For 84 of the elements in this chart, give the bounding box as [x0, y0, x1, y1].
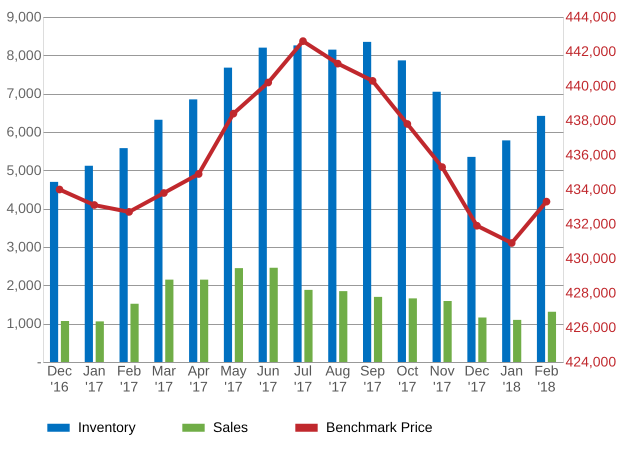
- bar: [536, 116, 546, 362]
- bar: [120, 148, 128, 362]
- y-tick-label: 9,000: [6, 8, 42, 24]
- bar: [548, 312, 556, 362]
- y2-tick-label: 428,000: [566, 284, 616, 300]
- y2-tick-label: 426,000: [566, 319, 616, 335]
- bar: [154, 120, 163, 362]
- x-tick-label: Mar '17: [152, 362, 176, 394]
- point: [264, 78, 272, 86]
- bar: [328, 50, 336, 362]
- bar: [398, 60, 406, 362]
- point: [368, 76, 376, 85]
- bar: [502, 140, 510, 362]
- point: [125, 208, 133, 216]
- bar: [96, 321, 104, 362]
- y2-tick-label: 444,000: [566, 8, 616, 24]
- y-tick-label: 8,000: [6, 46, 42, 63]
- y2-tick-label: 432,000: [566, 216, 616, 232]
- bar: [234, 268, 243, 362]
- y-tick-label: 4,000: [6, 200, 42, 216]
- x-tick-label: Apr '17: [188, 362, 210, 394]
- y2-tick-label: 442,000: [566, 43, 616, 59]
- bar: [189, 99, 198, 362]
- x-tick-label: Jun '17: [256, 362, 280, 394]
- x-tick-label: Aug '17: [325, 362, 350, 394]
- bar: [363, 42, 372, 362]
- bar: [84, 166, 93, 362]
- legend-label: Benchmark Price: [326, 418, 433, 435]
- y-tick-label: 5,000: [6, 162, 42, 178]
- bar: [478, 318, 486, 362]
- bar: [339, 291, 348, 362]
- bar: [304, 290, 313, 362]
- y-tick-label: 1,000: [6, 315, 42, 332]
- bar: [224, 68, 232, 362]
- bar: [432, 92, 441, 362]
- point: [508, 239, 516, 247]
- point: [542, 198, 550, 206]
- legend-label: Inventory: [78, 418, 136, 435]
- x-tick-label: Feb '18: [534, 362, 559, 394]
- y-tick-label: 7,000: [6, 85, 42, 102]
- y2-tick-label: 438,000: [566, 112, 616, 128]
- bar: [50, 182, 58, 362]
- point: [299, 37, 307, 46]
- x-tick-label: Jan '17: [83, 362, 106, 394]
- x-tick-label: Sep '17: [360, 362, 386, 394]
- bar: [60, 320, 70, 362]
- point: [230, 110, 238, 118]
- x-tick-label: Jan '18: [500, 362, 523, 394]
- bar: [443, 301, 452, 362]
- x-tick-label: Feb '17: [117, 362, 142, 394]
- bar: [293, 45, 302, 362]
- y2-tick-label: 434,000: [566, 181, 616, 197]
- bar: [408, 298, 417, 362]
- bar: [165, 280, 174, 362]
- point: [160, 189, 168, 197]
- bar: [258, 48, 267, 362]
- x-tick-label: Nov '17: [430, 362, 455, 394]
- y-tick-label: 2,000: [6, 276, 42, 293]
- point: [334, 60, 342, 68]
- point: [473, 222, 481, 230]
- x-tick-label: May '17: [220, 362, 247, 394]
- x-tick-label: Oct '17: [396, 362, 418, 394]
- bar: [270, 268, 278, 362]
- point: [56, 186, 64, 194]
- y-tick-label: -: [36, 354, 42, 370]
- y2-tick-label: 424,000: [566, 354, 616, 370]
- point: [403, 120, 412, 128]
- bar: [130, 304, 139, 362]
- x-tick-label: Dec '17: [464, 362, 490, 394]
- point: [90, 201, 98, 209]
- x-tick-label: Jul '17: [294, 362, 312, 394]
- y2-tick-label: 430,000: [566, 250, 616, 266]
- y2-tick-label: 436,000: [566, 146, 616, 162]
- y2-tick-label: 440,000: [566, 78, 616, 94]
- bar: [374, 296, 382, 362]
- bar: [200, 280, 208, 362]
- x-tick-label: Dec '16: [47, 362, 72, 394]
- bar: [467, 156, 476, 362]
- y-tick-label: 6,000: [6, 124, 42, 140]
- y-tick-label: 3,000: [6, 238, 42, 254]
- bar: [513, 320, 522, 362]
- legend-label: Sales: [213, 418, 248, 435]
- point: [438, 163, 446, 171]
- point: [194, 170, 203, 178]
